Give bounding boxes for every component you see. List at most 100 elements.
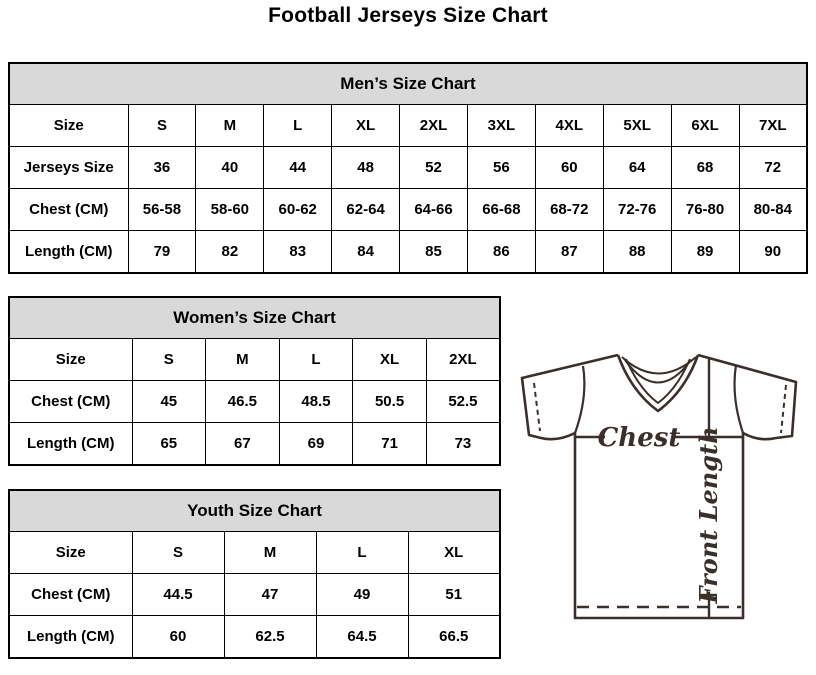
row-label-cell: Chest (CM) <box>8 380 133 423</box>
womens-table-title: Women’s Size Chart <box>8 296 501 339</box>
table-header-row: Men’s Size Chart <box>8 62 808 105</box>
value-cell: S <box>131 531 225 574</box>
value-cell: 48 <box>331 146 401 189</box>
value-cell: 69 <box>278 422 354 466</box>
value-cell: 68 <box>670 146 740 189</box>
value-cell: 86 <box>466 230 536 274</box>
collar-outer-v <box>616 354 700 413</box>
value-cell: M <box>205 338 280 381</box>
value-cell: XL <box>331 104 401 147</box>
womens-size-table: Women’s Size Chart Size S M L XL 2XL Chest (CM… <box>8 296 501 466</box>
row-label-cell: Jerseys Size <box>8 146 129 189</box>
row-label-cell: Chest (CM) <box>8 573 133 616</box>
right-cuff-dashed-line <box>780 384 787 434</box>
value-cell: 65 <box>131 422 207 466</box>
row-label-cell: Chest (CM) <box>8 188 129 231</box>
collar-band-arc <box>624 359 692 384</box>
value-cell: 44 <box>263 146 333 189</box>
chest-label: Chest <box>598 423 681 453</box>
row-label-cell: Size <box>8 104 129 147</box>
value-cell: 60 <box>131 615 225 659</box>
value-cell: 83 <box>263 230 333 274</box>
value-cell: 64-66 <box>399 188 468 231</box>
value-cell: M <box>223 531 317 574</box>
value-cell: 66-68 <box>466 188 536 231</box>
right-sleeve-seam <box>733 364 745 434</box>
value-cell: 3XL <box>466 104 536 147</box>
value-cell: 62.5 <box>223 615 317 659</box>
value-cell: 60 <box>534 146 604 189</box>
value-cell: 66.5 <box>407 615 501 659</box>
value-cell: 80-84 <box>738 188 808 231</box>
value-cell: 46.5 <box>205 380 280 423</box>
value-cell: 52.5 <box>425 380 501 423</box>
value-cell: 72 <box>738 146 808 189</box>
jersey-diagram: Chest Front Length <box>520 353 798 620</box>
value-cell: 56-58 <box>127 188 197 231</box>
value-cell: XL <box>407 531 501 574</box>
value-cell: 64 <box>602 146 672 189</box>
value-cell: 44.5 <box>131 573 225 616</box>
value-cell: 68-72 <box>534 188 604 231</box>
value-cell: 72-76 <box>602 188 672 231</box>
value-cell: 58-60 <box>195 188 265 231</box>
table-row: Length (CM) 65 67 69 71 73 <box>8 422 501 466</box>
value-cell: 2XL <box>425 338 501 381</box>
value-cell: 56 <box>466 146 536 189</box>
table-header-row: Youth Size Chart <box>8 489 501 532</box>
left-sleeve-seam <box>573 365 586 434</box>
value-cell: 6XL <box>670 104 740 147</box>
value-cell: 2XL <box>399 104 468 147</box>
value-cell: 51 <box>407 573 501 616</box>
row-label-cell: Size <box>8 531 133 574</box>
table-row: Chest (CM) 56-58 58-60 60-62 62-64 64-66 66-68… <box>8 188 808 231</box>
jersey-outline <box>520 353 798 620</box>
value-cell: 49 <box>315 573 409 616</box>
table-row: Size S M L XL <box>8 531 501 574</box>
row-label-cell: Size <box>8 338 133 381</box>
value-cell: 7XL <box>738 104 808 147</box>
value-cell: 60-62 <box>263 188 333 231</box>
table-row: Length (CM) 79 82 83 84 85 86 87 88 89 90 <box>8 230 808 274</box>
table-row: Length (CM) 60 62.5 64.5 66.5 <box>8 615 501 659</box>
value-cell: 64.5 <box>315 615 409 659</box>
value-cell: 87 <box>534 230 604 274</box>
value-cell: 52 <box>399 146 468 189</box>
value-cell: 84 <box>331 230 401 274</box>
youth-table-title: Youth Size Chart <box>8 489 501 532</box>
table-row: Chest (CM) 45 46.5 48.5 50.5 52.5 <box>8 380 501 423</box>
left-cuff-dashed-line <box>533 382 541 432</box>
page-title: Football Jerseys Size Chart <box>268 4 548 27</box>
value-cell: 45 <box>131 380 207 423</box>
row-label-cell: Length (CM) <box>8 615 133 659</box>
value-cell: 90 <box>738 230 808 274</box>
value-cell: 67 <box>205 422 280 466</box>
value-cell: 73 <box>425 422 501 466</box>
table-row: Size S M L XL 2XL <box>8 338 501 381</box>
value-cell: 40 <box>195 146 265 189</box>
value-cell: M <box>195 104 265 147</box>
value-cell: 76-80 <box>670 188 740 231</box>
value-cell: 36 <box>127 146 197 189</box>
value-cell: 62-64 <box>331 188 401 231</box>
value-cell: S <box>127 104 197 147</box>
value-cell: 50.5 <box>352 380 427 423</box>
row-label-cell: Length (CM) <box>8 422 133 466</box>
value-cell: S <box>131 338 207 381</box>
value-cell: 48.5 <box>278 380 354 423</box>
value-cell: L <box>263 104 333 147</box>
table-row: Chest (CM) 44.5 47 49 51 <box>8 573 501 616</box>
row-label-cell: Length (CM) <box>8 230 129 274</box>
mens-table-title: Men’s Size Chart <box>8 62 808 105</box>
value-cell: 82 <box>195 230 265 274</box>
value-cell: 47 <box>223 573 317 616</box>
value-cell: 4XL <box>534 104 604 147</box>
value-cell: 79 <box>127 230 197 274</box>
value-cell: XL <box>352 338 427 381</box>
value-cell: 85 <box>399 230 468 274</box>
value-cell: L <box>315 531 409 574</box>
collar-inner-v <box>625 358 691 404</box>
table-row: Size S M L XL 2XL 3XL 4XL 5XL 6XL 7XL <box>8 104 808 147</box>
front-length-label: Front Length <box>694 426 723 604</box>
